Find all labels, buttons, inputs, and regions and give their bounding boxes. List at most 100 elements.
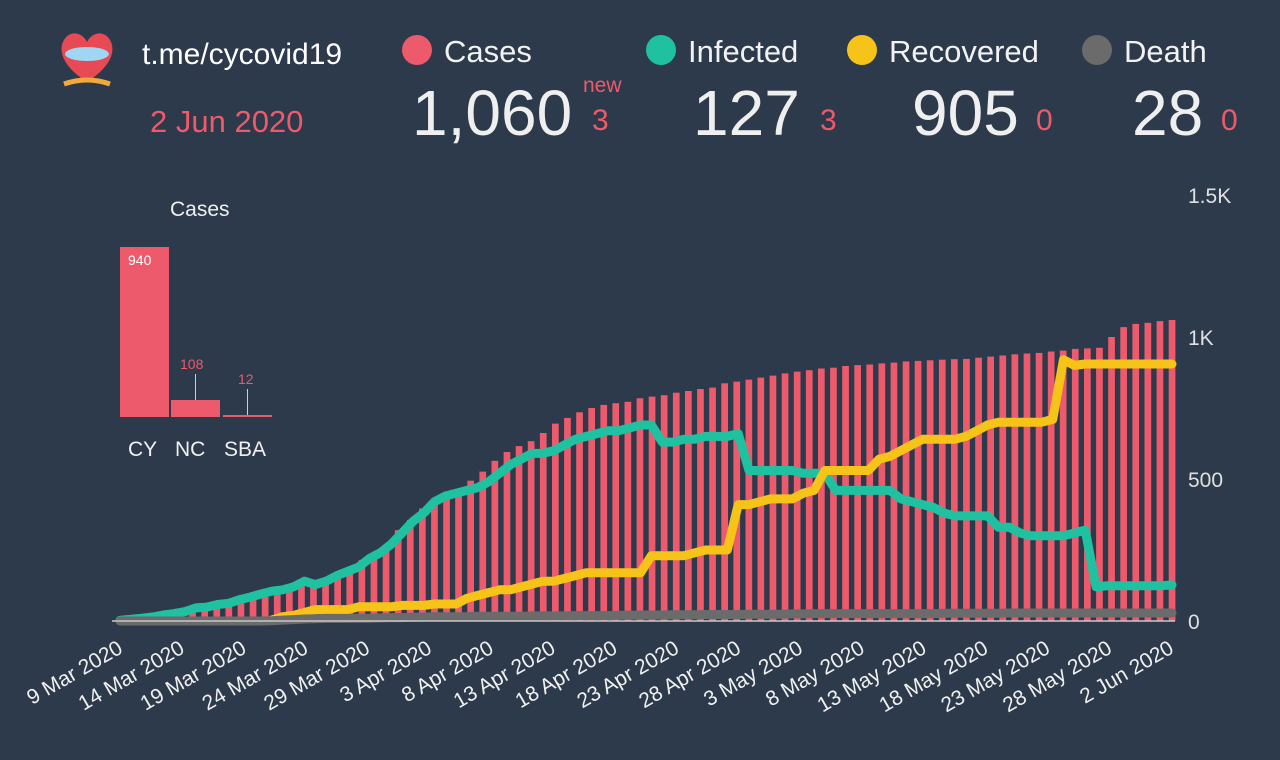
- cases-bar: [830, 367, 837, 621]
- cases-bar: [1096, 347, 1103, 621]
- cases-bar: [1023, 353, 1031, 621]
- mini-bar-sba-value: 12: [238, 371, 254, 387]
- cases-bar: [1156, 321, 1164, 621]
- cases-bar: [503, 452, 511, 621]
- mini-chart-title: Cases: [170, 198, 230, 221]
- cases-bar: [334, 575, 341, 621]
- cases-bar: [1035, 352, 1043, 621]
- cases-bar: [213, 607, 221, 621]
- mini-bar-sba-leader: [247, 389, 248, 415]
- cases-bar: [261, 597, 269, 621]
- cases-bar: [273, 594, 281, 621]
- cases-bar: [1011, 354, 1019, 621]
- y-tick-label: 500: [1188, 469, 1223, 492]
- y-tick-label: 0: [1188, 611, 1200, 634]
- cases-bar: [237, 603, 245, 621]
- cases-bars: [116, 320, 1176, 621]
- cases-bar: [406, 519, 414, 621]
- mini-bar-nc-value: 108: [180, 356, 204, 372]
- cases-bar: [951, 359, 958, 621]
- cases-bar: [310, 583, 317, 621]
- cases-bar: [709, 387, 716, 621]
- cases-bar: [721, 383, 728, 621]
- report-date: 2 Jun 2020: [150, 104, 304, 139]
- mini-label-nc: NC: [175, 438, 206, 461]
- y-tick-label: 1.5K: [1188, 185, 1231, 208]
- cases-bar: [455, 488, 462, 621]
- death-new: 0: [1221, 104, 1238, 137]
- cases-bar: [624, 401, 632, 621]
- cases-legend: Cases: [402, 34, 532, 70]
- cases-bar: [818, 368, 825, 621]
- recovered-new: 0: [1036, 104, 1053, 137]
- cases-bar: [346, 570, 354, 621]
- cases-bar: [685, 391, 692, 621]
- cases-bar: [999, 355, 1007, 621]
- cases-bar: [431, 500, 438, 621]
- cases-bar: [564, 417, 571, 621]
- cases-bar: [987, 356, 994, 621]
- cases-bar: [419, 508, 426, 621]
- cases-bar: [527, 441, 535, 621]
- cases-bar: [1071, 348, 1079, 621]
- cases-bar: [938, 359, 946, 621]
- cases-bar: [1047, 351, 1055, 621]
- new-label: new: [583, 74, 622, 97]
- recovered-line: [267, 355, 1177, 625]
- telegram-link[interactable]: t.me/cycovid19: [142, 38, 343, 71]
- cases-bar: [491, 460, 499, 621]
- cases-bar: [1059, 350, 1067, 621]
- cases-bar: [298, 585, 305, 621]
- mini-bar-sba: [223, 415, 272, 417]
- mini-label-sba: SBA: [224, 438, 267, 461]
- cases-bar: [189, 611, 196, 621]
- cases-bar: [660, 395, 668, 621]
- mini-bar-nc: [171, 400, 220, 417]
- cases-bar: [515, 446, 523, 621]
- cases-bar: [225, 604, 233, 621]
- cases-bar: [902, 361, 910, 621]
- death-dot-icon: [1082, 35, 1112, 65]
- cases-bar: [286, 588, 293, 621]
- cases-bar: [382, 546, 390, 621]
- infected-line: [115, 420, 1177, 625]
- infected-dot-icon: [646, 35, 676, 65]
- cases-bar: [394, 530, 402, 621]
- death-legend: Death: [1082, 34, 1207, 70]
- cases-bar: [552, 423, 559, 621]
- infected-legend: Infected: [646, 34, 798, 70]
- recovered-legend: Recovered: [847, 34, 1039, 70]
- cases-bar: [672, 392, 680, 621]
- recovered-total: 905: [912, 77, 1019, 149]
- cases-bar: [612, 403, 620, 621]
- y-axis-ticks: 0 500 1K 1.5K: [1188, 185, 1231, 634]
- cases-dot-icon: [402, 35, 432, 65]
- cases-new: 3: [592, 104, 609, 137]
- cases-bar: [914, 360, 922, 621]
- cases-bar: [201, 607, 208, 621]
- cases-bar: [1108, 337, 1115, 621]
- cases-bar: [479, 471, 487, 621]
- mini-bar-nc-leader: [195, 374, 196, 400]
- series-lines: [115, 355, 1177, 626]
- cases-bar: [358, 560, 366, 621]
- cases-bar: [576, 412, 583, 621]
- cases-bar: [926, 360, 934, 621]
- cases-bar: [600, 404, 608, 621]
- cases-bar: [443, 494, 450, 621]
- infected-new: 3: [820, 104, 837, 137]
- death-line: [115, 608, 1177, 626]
- cases-bar: [467, 480, 474, 621]
- mini-bar-cy: [120, 247, 169, 417]
- cases-bar: [636, 398, 644, 621]
- cases-bar: [1132, 323, 1140, 621]
- infected-total: 127: [693, 77, 800, 149]
- cases-bar: [249, 599, 257, 621]
- cases-total: 1,060: [412, 77, 573, 149]
- death-total: 28: [1132, 77, 1204, 149]
- quarantine-logo: [52, 24, 122, 100]
- cases-bar: [697, 389, 704, 621]
- cases-bar: [1120, 327, 1127, 621]
- mini-label-cy: CY: [128, 438, 158, 461]
